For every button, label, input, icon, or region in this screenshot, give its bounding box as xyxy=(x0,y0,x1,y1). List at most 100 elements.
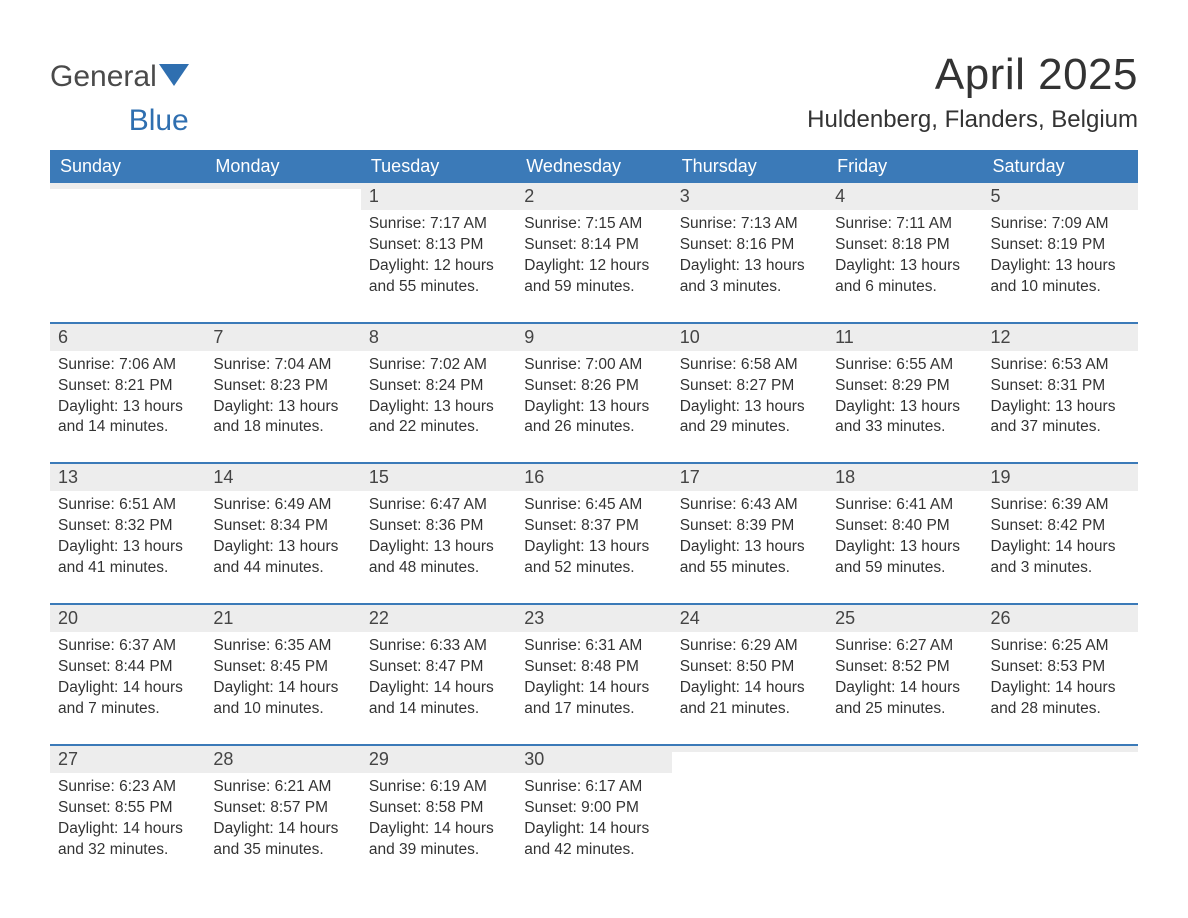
day-number: 10 xyxy=(680,327,700,347)
day-sunset: Sunset: 8:58 PM xyxy=(369,798,508,819)
day-cell: 19Sunrise: 6:39 AMSunset: 8:42 PMDayligh… xyxy=(983,464,1138,593)
day-daylight2: and 35 minutes. xyxy=(213,840,352,861)
day-daylight1: Daylight: 14 hours xyxy=(835,678,974,699)
day-sunrise: Sunrise: 7:11 AM xyxy=(835,214,974,235)
day-body: Sunrise: 6:41 AMSunset: 8:40 PMDaylight:… xyxy=(827,491,982,593)
day-body: Sunrise: 6:31 AMSunset: 8:48 PMDaylight:… xyxy=(516,632,671,734)
day-cell: 10 Sunrise: 6:58 AMSunset: 8:27 PMDayligh… xyxy=(672,324,827,453)
day-daylight1: Daylight: 13 hours xyxy=(213,397,352,418)
day-cell: 2Sunrise: 7:15 AMSunset: 8:14 PMDaylight… xyxy=(516,183,671,312)
day-cell: 30Sunrise: 6:17 AMSunset: 9:00 PMDayligh… xyxy=(516,746,671,875)
day-sunrise: Sunrise: 6:43 AM xyxy=(680,495,819,516)
day-number: 14 xyxy=(213,467,233,487)
day-daylight2: and 52 minutes. xyxy=(524,558,663,579)
day-body: Sunrise: 6:58 AMSunset: 8:27 PMDaylight:… xyxy=(672,351,827,453)
day-sunrise: Sunrise: 7:02 AM xyxy=(369,355,508,376)
day-sunrise: Sunrise: 6:17 AM xyxy=(524,777,663,798)
header: General Blue April 2025 Huldenberg, Flan… xyxy=(50,50,1138,136)
day-cell: 3 Sunrise: 7:13 AMSunset: 8:16 PMDaylight… xyxy=(672,183,827,312)
day-body: Sunrise: 6:25 AMSunset: 8:53 PMDaylight:… xyxy=(983,632,1138,734)
day-daylight1: Daylight: 12 hours xyxy=(524,256,663,277)
day-body: Sunrise: 6:19 AMSunset: 8:58 PMDaylight:… xyxy=(361,773,516,875)
day-number-row: 5 xyxy=(983,183,1138,210)
logo-word-blue: Blue xyxy=(50,106,189,136)
day-sunset: Sunset: 8:57 PM xyxy=(213,798,352,819)
day-daylight2: and 44 minutes. xyxy=(213,558,352,579)
day-sunset: Sunset: 8:16 PM xyxy=(680,235,819,256)
day-daylight1: Daylight: 13 hours xyxy=(991,397,1130,418)
day-number: 16 xyxy=(524,467,544,487)
day-number-row: 13 xyxy=(50,464,205,491)
day-body: Sunrise: 6:43 AMSunset: 8:39 PMDaylight:… xyxy=(672,491,827,593)
weekday-header: Thursday xyxy=(672,150,827,183)
day-sunset: Sunset: 8:48 PM xyxy=(524,657,663,678)
day-sunset: Sunset: 8:45 PM xyxy=(213,657,352,678)
day-number-row: 19 xyxy=(983,464,1138,491)
day-daylight1: Daylight: 13 hours xyxy=(835,397,974,418)
day-cell: 11Sunrise: 6:55 AMSunset: 8:29 PMDayligh… xyxy=(827,324,982,453)
weekday-header: Friday xyxy=(827,150,982,183)
day-daylight1: Daylight: 13 hours xyxy=(991,256,1130,277)
day-body: Sunrise: 6:35 AMSunset: 8:45 PMDaylight:… xyxy=(205,632,360,734)
day-sunset: Sunset: 8:31 PM xyxy=(991,376,1130,397)
day-body: Sunrise: 6:45 AMSunset: 8:37 PMDaylight:… xyxy=(516,491,671,593)
day-body xyxy=(205,189,360,289)
day-sunrise: Sunrise: 7:04 AM xyxy=(213,355,352,376)
day-sunset: Sunset: 8:13 PM xyxy=(369,235,508,256)
day-daylight1: Daylight: 14 hours xyxy=(369,678,508,699)
day-number: 8 xyxy=(369,327,379,347)
day-body xyxy=(827,752,982,852)
day-body: Sunrise: 7:04 AMSunset: 8:23 PMDaylight:… xyxy=(205,351,360,453)
day-daylight1: Daylight: 13 hours xyxy=(369,397,508,418)
day-cell: 28Sunrise: 6:21 AMSunset: 8:57 PMDayligh… xyxy=(205,746,360,875)
day-number-row: 2 xyxy=(516,183,671,210)
day-number: 5 xyxy=(991,186,1001,206)
day-daylight2: and 6 minutes. xyxy=(835,277,974,298)
day-cell: 8 Sunrise: 7:02 AMSunset: 8:24 PMDaylight… xyxy=(361,324,516,453)
day-sunrise: Sunrise: 7:13 AM xyxy=(680,214,819,235)
day-number: 18 xyxy=(835,467,855,487)
day-daylight1: Daylight: 14 hours xyxy=(369,819,508,840)
day-daylight2: and 33 minutes. xyxy=(835,417,974,438)
day-number: 7 xyxy=(213,327,223,347)
day-sunrise: Sunrise: 6:45 AM xyxy=(524,495,663,516)
day-daylight1: Daylight: 13 hours xyxy=(680,537,819,558)
day-body: Sunrise: 6:51 AMSunset: 8:32 PMDaylight:… xyxy=(50,491,205,593)
day-cell xyxy=(205,183,360,312)
weeks-container: 1Sunrise: 7:17 AMSunset: 8:13 PMDaylight… xyxy=(50,183,1138,874)
day-number-row: 3 xyxy=(672,183,827,210)
logo-word-general: General xyxy=(50,60,157,93)
day-body xyxy=(983,752,1138,852)
day-number-row: 23 xyxy=(516,605,671,632)
month-title: April 2025 xyxy=(807,50,1138,100)
day-number: 4 xyxy=(835,186,845,206)
day-sunset: Sunset: 8:39 PM xyxy=(680,516,819,537)
day-sunset: Sunset: 8:19 PM xyxy=(991,235,1130,256)
day-number: 27 xyxy=(58,749,78,769)
day-cell: 5Sunrise: 7:09 AMSunset: 8:19 PMDaylight… xyxy=(983,183,1138,312)
day-number: 17 xyxy=(680,467,700,487)
day-daylight2: and 55 minutes. xyxy=(680,558,819,579)
day-daylight1: Daylight: 14 hours xyxy=(524,678,663,699)
day-sunrise: Sunrise: 6:33 AM xyxy=(369,636,508,657)
weekday-header-row: Sunday Monday Tuesday Wednesday Thursday… xyxy=(50,150,1138,183)
day-sunset: Sunset: 8:24 PM xyxy=(369,376,508,397)
day-number-row: 7 xyxy=(205,324,360,351)
day-body: Sunrise: 6:33 AMSunset: 8:47 PMDaylight:… xyxy=(361,632,516,734)
day-number: 15 xyxy=(369,467,389,487)
week-row: 6Sunrise: 7:06 AMSunset: 8:21 PMDaylight… xyxy=(50,322,1138,453)
day-body: Sunrise: 7:06 AMSunset: 8:21 PMDaylight:… xyxy=(50,351,205,453)
day-body: Sunrise: 7:15 AMSunset: 8:14 PMDaylight:… xyxy=(516,210,671,312)
day-daylight2: and 7 minutes. xyxy=(58,699,197,720)
day-sunset: Sunset: 8:37 PM xyxy=(524,516,663,537)
day-sunrise: Sunrise: 6:21 AM xyxy=(213,777,352,798)
location: Huldenberg, Flanders, Belgium xyxy=(807,106,1138,134)
day-daylight1: Daylight: 13 hours xyxy=(680,256,819,277)
day-daylight2: and 39 minutes. xyxy=(369,840,508,861)
day-sunset: Sunset: 8:55 PM xyxy=(58,798,197,819)
day-daylight2: and 48 minutes. xyxy=(369,558,508,579)
day-sunrise: Sunrise: 6:37 AM xyxy=(58,636,197,657)
day-body: Sunrise: 6:53 AMSunset: 8:31 PMDaylight:… xyxy=(983,351,1138,453)
day-daylight1: Daylight: 13 hours xyxy=(213,537,352,558)
day-daylight1: Daylight: 14 hours xyxy=(58,678,197,699)
